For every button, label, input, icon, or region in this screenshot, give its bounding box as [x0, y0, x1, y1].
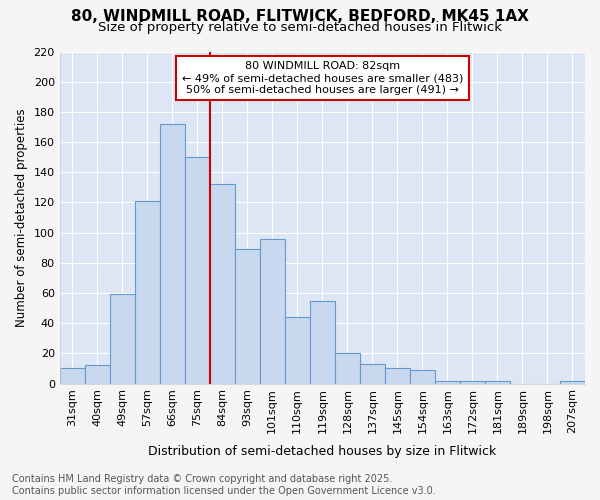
Bar: [335, 354, 360, 384]
Text: 80, WINDMILL ROAD, FLITWICK, BEDFORD, MK45 1AX: 80, WINDMILL ROAD, FLITWICK, BEDFORD, MK…: [71, 9, 529, 24]
Bar: [485, 380, 510, 384]
Bar: [235, 249, 260, 384]
Text: Size of property relative to semi-detached houses in Flitwick: Size of property relative to semi-detach…: [98, 21, 502, 34]
Bar: [185, 157, 210, 384]
Bar: [135, 201, 160, 384]
Bar: [210, 184, 235, 384]
Bar: [110, 294, 135, 384]
Bar: [410, 370, 435, 384]
X-axis label: Distribution of semi-detached houses by size in Flitwick: Distribution of semi-detached houses by …: [148, 444, 496, 458]
Bar: [260, 238, 285, 384]
Bar: [59, 368, 85, 384]
Bar: [435, 380, 460, 384]
Bar: [85, 366, 110, 384]
Bar: [560, 380, 585, 384]
Bar: [285, 317, 310, 384]
Text: Contains HM Land Registry data © Crown copyright and database right 2025.
Contai: Contains HM Land Registry data © Crown c…: [12, 474, 436, 496]
Y-axis label: Number of semi-detached properties: Number of semi-detached properties: [15, 108, 28, 327]
Bar: [460, 380, 485, 384]
Bar: [160, 124, 185, 384]
Bar: [385, 368, 410, 384]
Bar: [310, 300, 335, 384]
Text: 80 WINDMILL ROAD: 82sqm
← 49% of semi-detached houses are smaller (483)
50% of s: 80 WINDMILL ROAD: 82sqm ← 49% of semi-de…: [182, 62, 463, 94]
Bar: [360, 364, 385, 384]
